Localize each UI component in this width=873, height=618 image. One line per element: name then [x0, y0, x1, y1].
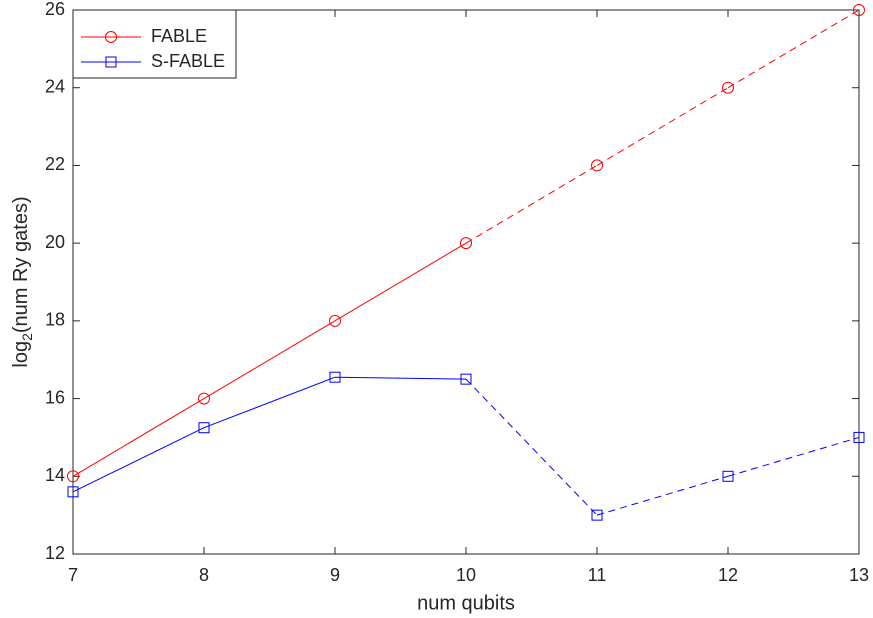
- y-axis-label: log2(num Ry gates): [10, 196, 34, 367]
- line-segment: [727, 436, 860, 477]
- data-point: [853, 431, 865, 443]
- legend-box: [72, 9, 237, 79]
- line-segment: [596, 475, 729, 516]
- x-tick-label: 10: [456, 565, 476, 585]
- y-tick-label: 22: [45, 154, 65, 174]
- y-tick-label: 18: [45, 310, 65, 330]
- x-tick-label: 13: [849, 565, 869, 585]
- axes-box: [72, 9, 860, 555]
- legend-marker: [105, 31, 117, 43]
- data-point: [329, 314, 341, 327]
- data-point: [198, 422, 210, 434]
- data-point: [198, 392, 210, 405]
- x-tick-label: 7: [68, 565, 78, 585]
- line-segment: [727, 9, 860, 89]
- y-tick-label: 14: [45, 465, 65, 485]
- data-point: [460, 237, 472, 250]
- data-point: [67, 486, 79, 498]
- y-label-sub: 2: [19, 333, 35, 341]
- data-point: [853, 4, 865, 16]
- legend-marker: [105, 56, 117, 68]
- line-segment: [334, 242, 467, 322]
- legend: FABLE S-FABLE: [72, 9, 237, 79]
- legend-label: S-FABLE: [151, 51, 225, 71]
- y-label-base: log: [10, 341, 32, 368]
- line-segment: [465, 164, 598, 244]
- line-segment: [72, 427, 205, 493]
- y-tick-label: 24: [45, 76, 65, 96]
- legend-label: FABLE: [151, 26, 207, 46]
- data-point: [460, 373, 472, 385]
- line-segment: [334, 376, 467, 380]
- line-segment: [596, 87, 729, 166]
- data-point: [67, 470, 79, 483]
- data-point: [329, 371, 341, 383]
- y-tick-label: 16: [45, 387, 65, 407]
- line-segment: [203, 320, 336, 400]
- data-point: [591, 159, 603, 172]
- line-segment: [465, 378, 598, 516]
- data-point: [591, 509, 603, 521]
- x-axis-label: num qubits: [417, 592, 515, 614]
- x-tick-label: 9: [330, 565, 340, 585]
- line-segment: [203, 376, 336, 429]
- y-tick-label: 20: [45, 232, 65, 252]
- y-label-rest: (num Ry gates): [10, 196, 32, 333]
- x-tick-label: 12: [718, 565, 738, 585]
- x-tick-label: 11: [588, 565, 607, 585]
- data-point: [722, 81, 734, 94]
- x-tick-label: 8: [199, 565, 209, 585]
- y-tick-label: 26: [45, 0, 65, 19]
- y-tick-label: 12: [45, 543, 65, 563]
- line-segment: [72, 398, 205, 477]
- data-point: [722, 470, 734, 482]
